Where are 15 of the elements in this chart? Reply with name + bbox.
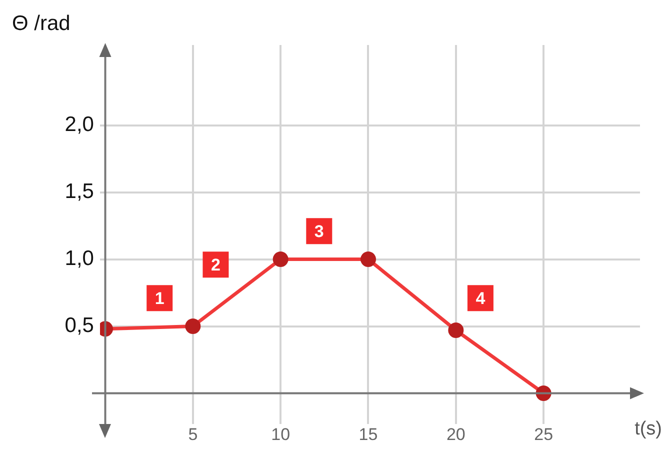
- annotation: 1: [154, 288, 164, 308]
- x-axis-title: t(s): [634, 418, 662, 440]
- x-tick-label: 5: [188, 424, 198, 444]
- x-tick-label: 25: [534, 424, 554, 444]
- y-axis-title: Θ /rad: [12, 12, 70, 35]
- annotation: 4: [476, 288, 486, 308]
- y-tick-label: 0,5: [64, 314, 94, 338]
- x-tick-label: 15: [358, 424, 378, 444]
- y-tick-label: 1,5: [64, 180, 94, 204]
- x-tick-label: 10: [271, 424, 290, 444]
- y-tick-label: 1,0: [64, 247, 94, 270]
- annotation: 2: [210, 255, 220, 274]
- y-tick-label: 2,0: [64, 113, 94, 136]
- x-tick-label: 20: [446, 424, 466, 444]
- annotation: 3: [314, 222, 324, 241]
